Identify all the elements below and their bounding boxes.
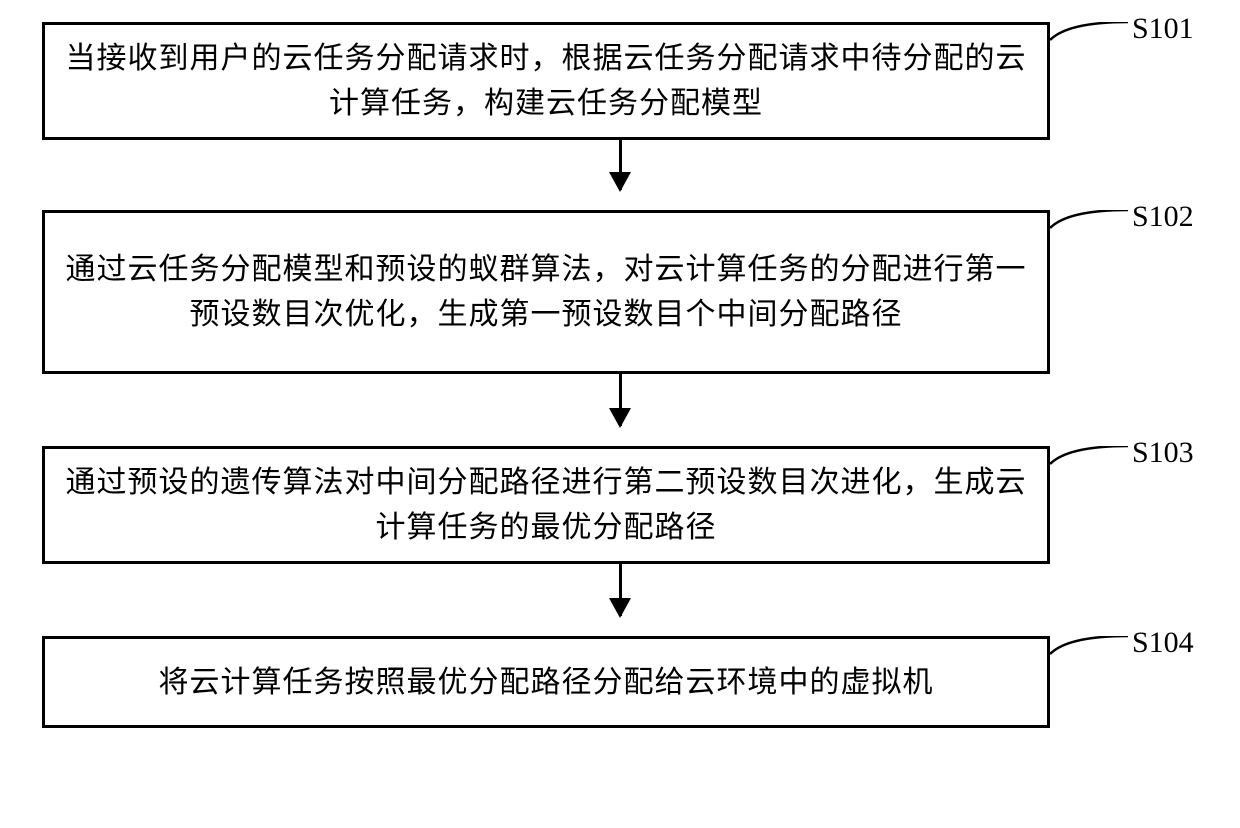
- step-1-text: 当接收到用户的云任务分配请求时，根据云任务分配请求中待分配的云计算任务，构建云任…: [65, 36, 1027, 126]
- flowchart-container: 当接收到用户的云任务分配请求时，根据云任务分配请求中待分配的云计算任务，构建云任…: [0, 0, 1240, 828]
- arrow-3: [0, 564, 1240, 616]
- flowchart-step-1: 当接收到用户的云任务分配请求时，根据云任务分配请求中待分配的云计算任务，构建云任…: [42, 22, 1050, 140]
- callout-1: [1050, 22, 1128, 42]
- flowchart-step-3: 通过预设的遗传算法对中间分配路径进行第二预设数目次进化，生成云计算任务的最优分配…: [42, 446, 1050, 564]
- arrow-2: [0, 374, 1240, 426]
- step-3-label: S103: [1132, 436, 1194, 470]
- step-2-label: S102: [1132, 200, 1194, 234]
- step-1-label: S101: [1132, 12, 1194, 46]
- callout-2: [1050, 210, 1128, 230]
- step-4-label: S104: [1132, 626, 1194, 660]
- step-3-text: 通过预设的遗传算法对中间分配路径进行第二预设数目次进化，生成云计算任务的最优分配…: [65, 460, 1027, 550]
- arrow-1: [0, 140, 1240, 190]
- callout-4: [1050, 636, 1128, 656]
- step-2-text: 通过云任务分配模型和预设的蚁群算法，对云计算任务的分配进行第一预设数目次优化，生…: [65, 247, 1027, 337]
- step-4-text: 将云计算任务按照最优分配路径分配给云环境中的虚拟机: [159, 660, 934, 705]
- flowchart-step-2: 通过云任务分配模型和预设的蚁群算法，对云计算任务的分配进行第一预设数目次优化，生…: [42, 210, 1050, 374]
- flowchart-step-4: 将云计算任务按照最优分配路径分配给云环境中的虚拟机: [42, 636, 1050, 728]
- callout-3: [1050, 446, 1128, 466]
